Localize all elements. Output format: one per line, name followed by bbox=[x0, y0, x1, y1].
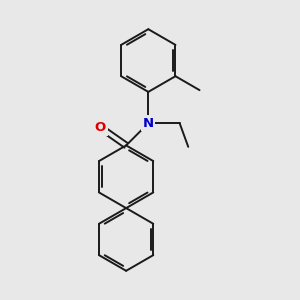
Text: N: N bbox=[143, 117, 154, 130]
Text: O: O bbox=[95, 121, 106, 134]
